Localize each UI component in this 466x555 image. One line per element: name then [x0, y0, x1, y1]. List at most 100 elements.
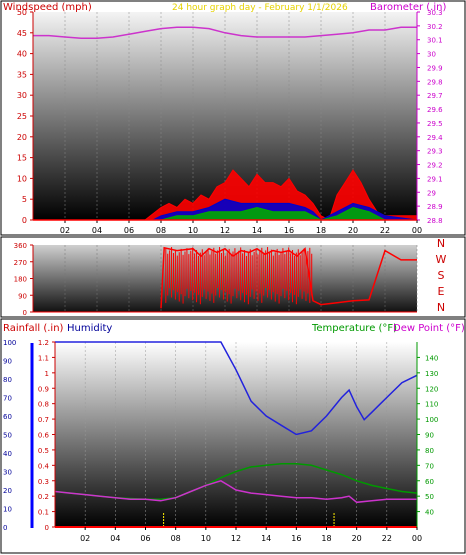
barometer-tick-label: 30.2	[427, 23, 443, 31]
temperature-tick-label: 40	[425, 509, 434, 517]
hour-tick-label: 00	[412, 226, 422, 235]
direction-tick-label: 360	[14, 242, 27, 250]
gust-blue-area	[33, 198, 418, 221]
humidity-tick-label: 10	[3, 506, 12, 514]
windspeed-tick-label: 45	[17, 29, 27, 38]
barometer-tick-label: 29.1	[427, 175, 443, 183]
rainfall-axis-ticks: 0 0.1 0.2 0.3 0.4 0.5 0.6 0.7 0.8 0.9 1 1.1 1.2	[38, 339, 56, 532]
humidity-tick-label: 40	[3, 450, 12, 458]
rainfall-tick-label: 0.5	[38, 447, 49, 455]
barometer-tick-label: 29	[427, 189, 436, 197]
temperature-tick-label: 60	[425, 478, 434, 486]
barometer-axis-ticks: 28.8 28.9 29 29.1 29.2 29.3 29.4 29.5 29.6 29.7 29…	[416, 9, 443, 225]
hour-tick-label: 18	[316, 226, 326, 235]
humidity-tick-label: 50	[3, 432, 12, 440]
barometer-tick-label: 28.8	[427, 217, 443, 225]
barometer-tick-label: 29.6	[427, 106, 443, 114]
rainfall-tick-label: 0.8	[38, 401, 49, 409]
hour-tick-label: 08	[171, 534, 181, 543]
dewpoint-title: Dew Point (°F)	[393, 323, 465, 334]
gust-green-area	[33, 206, 417, 221]
hour-tick-label: 02	[80, 534, 90, 543]
direction-degree-ticks: 0 90 180 270 360	[14, 242, 34, 317]
hour-tick-label: 12	[220, 226, 230, 235]
hour-tick-label: 16	[291, 534, 301, 543]
hour-tick-label: 22	[380, 226, 390, 235]
windspeed-title: Windspeed (mph)	[3, 2, 92, 13]
hour-tick-label: 02	[60, 226, 70, 235]
temperature-tick-label: 130	[425, 370, 438, 378]
temperature-title: Temperature (°F)	[311, 323, 397, 334]
windspeed-tick-label: 15	[17, 154, 27, 163]
barometer-title: Barometer (.in)	[370, 2, 446, 13]
rainfall-tick-label: 0.9	[38, 385, 49, 393]
hour-tick-label: 04	[92, 226, 102, 235]
panel1-series	[33, 26, 418, 221]
hour-tick-label: 20	[348, 226, 358, 235]
windspeed-tick-label: 30	[17, 91, 27, 100]
hour-tick-label: 04	[110, 534, 120, 543]
graph-date-title: 24 hour graph day - February 1/1/2026	[172, 3, 348, 13]
windspeed-tick-label: 5	[22, 195, 27, 204]
windspeed-tick-label: 25	[17, 112, 27, 121]
rainfall-tick-label: 1.1	[38, 354, 49, 362]
temperature-tick-label: 110	[425, 401, 438, 409]
rainfall-tick-label: 0.7	[38, 416, 49, 424]
rainfall-tick-label: 0.4	[38, 462, 50, 470]
hour-tick-label: 20	[352, 534, 362, 543]
barometer-tick-label: 30	[427, 51, 436, 59]
hour-tick-label: 06	[140, 534, 150, 543]
windspeed-tick-label: 10	[17, 174, 27, 183]
direction-tick-label: 270	[14, 259, 27, 267]
humidity-tick-label: 60	[3, 413, 12, 421]
barometer-tick-label: 29.5	[427, 120, 443, 128]
rainfall-tick-label: 1.2	[38, 339, 49, 347]
temperature-tick-label: 100	[425, 416, 438, 424]
barometer-line	[33, 26, 417, 40]
compass-letter: S	[438, 269, 445, 282]
temperature-tick-label: 80	[425, 447, 434, 455]
hour-tick-label: 16	[284, 226, 294, 235]
barometer-tick-label: 30.3	[427, 9, 443, 17]
barometer-tick-label: 28.9	[427, 203, 443, 211]
rainfall-tick-label: 1	[45, 370, 49, 378]
hour-tick-label: 12	[231, 534, 241, 543]
dewpoint-line	[54, 479, 417, 504]
hour-tick-label: 22	[382, 534, 392, 543]
temperature-tick-label: 70	[425, 462, 434, 470]
rainfall-title: Rainfall (.in)	[3, 323, 64, 334]
hour-tick-label: 14	[252, 226, 262, 235]
windspeed-tick-label: 0	[22, 216, 27, 225]
compass-letter: W	[436, 253, 447, 266]
windspeed-axis-ticks: 0 5 10 15 20 25 30 35 40 45 50	[17, 8, 34, 225]
humidity-axis-ticks: 0 10 20 30 40 50 60 70 80 90 100	[3, 339, 16, 532]
rainfall-tick-label: 0.2	[38, 493, 49, 501]
humidity-tick-label: 20	[3, 487, 12, 495]
barometer-tick-label: 29.3	[427, 148, 443, 156]
windspeed-tick-label: 35	[17, 70, 27, 79]
rainfall-tick-label: 0.6	[38, 432, 50, 440]
hour-tick-label: 14	[261, 534, 271, 543]
compass-letter: E	[438, 285, 445, 298]
windspeed-tick-label: 50	[17, 8, 27, 17]
panel3-hour-ticks: 02 04 06 08 10 12 14 16 18 20 22 00	[80, 527, 422, 543]
direction-tick-label: 180	[14, 276, 27, 284]
panel1-hour-ticks: 02 04 06 08 10 12 14 16 18 20 22 00	[33, 219, 422, 235]
rainfall-tick-label: 0.3	[38, 478, 49, 486]
humidity-line	[55, 341, 418, 436]
compass-letter: N	[437, 301, 445, 314]
humidity-tick-label: 90	[3, 358, 12, 366]
humidity-tick-label: 100	[3, 339, 16, 347]
barometer-tick-label: 29.2	[427, 162, 443, 170]
hour-tick-label: 00	[412, 534, 422, 543]
hour-tick-label: 08	[156, 226, 166, 235]
barometer-tick-label: 30.1	[427, 37, 443, 45]
panel2-series	[160, 246, 417, 309]
hour-tick-label: 10	[201, 534, 211, 543]
windspeed-area	[33, 169, 418, 221]
direction-tick-label: 0	[23, 309, 27, 317]
direction-tick-label: 90	[18, 292, 27, 300]
windspeed-tick-label: 40	[17, 50, 27, 59]
